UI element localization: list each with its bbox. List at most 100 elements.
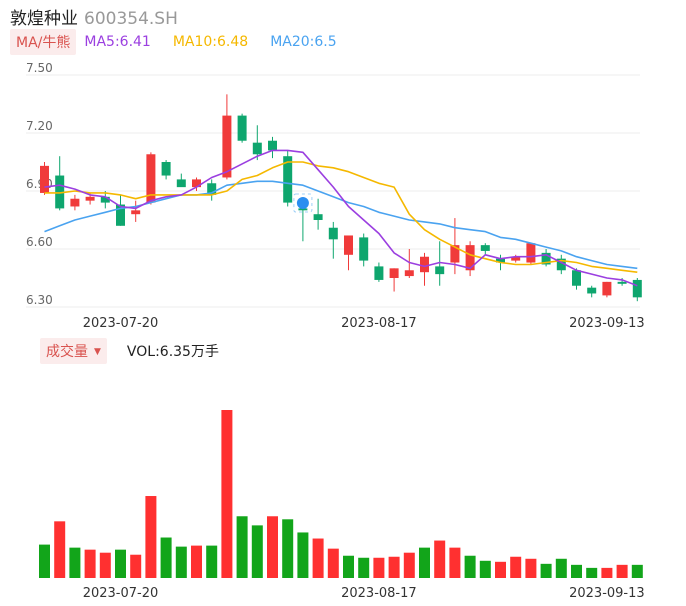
candle-body — [237, 115, 247, 141]
stock-code: 600354.SH — [84, 9, 178, 29]
candle-body — [222, 115, 232, 178]
volume-bar — [419, 547, 430, 578]
candle-body — [161, 162, 171, 176]
candle-body — [85, 196, 95, 201]
candle — [116, 194, 125, 226]
ma-legend: MA/牛熊 MA5:6.41 MA10:6.48 MA20:6.5 — [10, 29, 359, 55]
volume-bar — [54, 521, 66, 578]
event-marker-dot — [296, 197, 309, 209]
candle-body — [541, 252, 551, 265]
price-grid — [26, 74, 640, 308]
ma-mode-button[interactable]: MA/牛熊 — [10, 29, 77, 55]
volume-bar — [191, 545, 202, 578]
volume-bar — [571, 564, 582, 578]
volume-bar — [267, 516, 278, 578]
candle-body — [176, 179, 186, 188]
candle — [359, 233, 369, 267]
candle — [572, 268, 581, 290]
candle — [161, 160, 171, 180]
candle-body — [313, 214, 323, 220]
ma10-label: MA10:6.48 — [172, 34, 249, 50]
candle — [541, 249, 551, 267]
candle — [389, 268, 399, 292]
y-tick-label: 7.50 — [26, 61, 53, 75]
y-tick-label: 6.30 — [26, 293, 53, 307]
candle-body — [389, 268, 399, 278]
volume-bar — [160, 537, 172, 578]
candle-body — [556, 258, 566, 271]
candle-body — [116, 204, 125, 226]
ma5-line — [44, 149, 638, 287]
volume-bar — [84, 549, 96, 578]
candle — [526, 243, 536, 265]
x-tick-label: 2023-09-13 — [569, 316, 645, 331]
candle-body — [55, 175, 65, 209]
candle-body — [298, 208, 308, 211]
x-tick-label: 2023-07-20 — [83, 586, 159, 601]
ma5-label: MA5:6.41 — [84, 34, 151, 50]
candle — [556, 254, 566, 275]
x-tick-label: 2023-08-17 — [341, 316, 417, 331]
candle-body — [420, 256, 429, 273]
volume-bar — [510, 556, 522, 578]
volume-bar — [601, 567, 613, 578]
candlestick-series — [40, 94, 642, 302]
volume-bar — [175, 546, 187, 578]
candle — [404, 249, 414, 278]
candle-body — [435, 266, 445, 275]
caret-down-icon: ▼ — [94, 347, 101, 357]
candle — [435, 241, 445, 286]
volume-bar — [115, 549, 126, 578]
candle — [237, 113, 247, 143]
volume-bar — [495, 561, 506, 578]
volume-bar — [282, 519, 294, 578]
candle-body — [526, 243, 536, 263]
volume-bar — [525, 558, 537, 578]
volume-bar — [297, 532, 309, 578]
volume-bar — [555, 558, 567, 578]
ma20-label: MA20:6.5 — [270, 34, 337, 50]
ma-lines — [44, 149, 638, 287]
candle-body — [344, 235, 353, 255]
candle — [313, 198, 323, 230]
volume-value-label: VOL:6.35万手 — [126, 344, 219, 360]
price-x-axis: 2023-07-20 2023-08-17 2023-09-13 — [83, 316, 645, 331]
candle-body — [328, 227, 338, 240]
candle-body — [207, 183, 217, 195]
candle — [268, 136, 277, 159]
candle — [70, 194, 80, 211]
volume-indicator-dropdown[interactable]: 成交量 ▼ — [40, 338, 107, 364]
volume-bar — [479, 560, 491, 578]
volume-bar — [358, 557, 370, 578]
candle — [587, 285, 597, 298]
volume-bar — [69, 547, 81, 578]
volume-bar — [221, 410, 233, 578]
volume-bar — [236, 516, 248, 578]
volume-bar — [434, 540, 446, 578]
candle — [207, 179, 217, 201]
event-marker-frame — [293, 193, 313, 213]
candle-body — [252, 142, 262, 155]
candle-body — [268, 140, 277, 151]
volume-bar — [373, 557, 385, 578]
candle — [222, 94, 232, 180]
volume-bar — [343, 555, 354, 578]
candle — [192, 177, 201, 191]
volume-bar — [327, 548, 339, 578]
volume-bar — [145, 496, 157, 578]
volume-bar — [586, 567, 598, 578]
candle — [632, 278, 642, 302]
y-tick-label: 7.20 — [26, 119, 53, 133]
candle-body — [587, 287, 597, 294]
volume-bar — [464, 555, 476, 578]
candle-body — [359, 237, 369, 261]
stock-header: 敦煌种业 600354.SH — [10, 4, 178, 29]
candle-body — [450, 245, 460, 263]
volume-bar — [449, 547, 461, 578]
event-marker-icon[interactable] — [293, 193, 313, 213]
volume-bar — [403, 552, 415, 578]
candle — [55, 156, 65, 211]
candle — [252, 125, 262, 161]
volume-bar — [616, 564, 628, 578]
